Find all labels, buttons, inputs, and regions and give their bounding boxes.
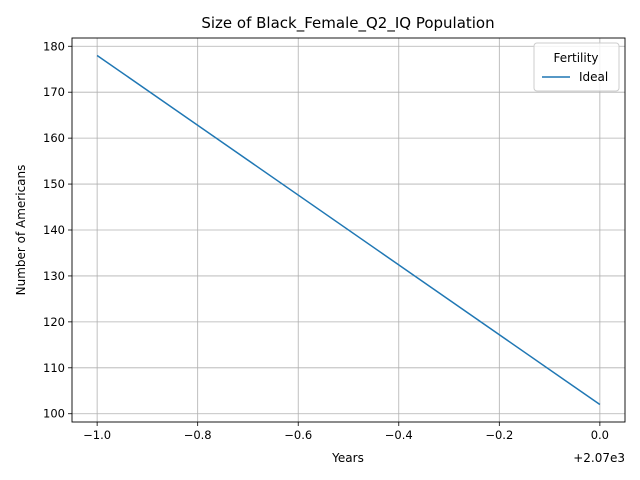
x-tick-label: −0.4 (385, 428, 413, 442)
legend-title: Fertility (553, 51, 598, 65)
x-tick-label: 0.0 (591, 428, 609, 442)
x-axis-label: Years (331, 451, 364, 465)
y-tick-label: 160 (43, 131, 65, 145)
y-tick-label: 180 (43, 39, 65, 53)
x-tick-label: −0.8 (184, 428, 212, 442)
y-axis-label: Number of Americans (14, 165, 28, 296)
y-tick-label: 170 (43, 85, 65, 99)
y-tick-label: 130 (43, 269, 65, 283)
y-tick-label: 140 (43, 223, 65, 237)
y-tick-label: 110 (43, 361, 65, 375)
x-tick-label: −1.0 (83, 428, 111, 442)
x-tick-label: −0.6 (284, 428, 312, 442)
legend-label-ideal: Ideal (579, 70, 608, 84)
y-tick-label: 100 (43, 407, 65, 421)
x-tick-label: −0.2 (485, 428, 513, 442)
y-tick-label: 150 (43, 177, 65, 191)
chart-title: Size of Black_Female_Q2_IQ Population (201, 14, 494, 33)
y-tick-label: 120 (43, 315, 65, 329)
x-axis-offset-label: +2.07e3 (573, 451, 625, 465)
legend: Fertility Ideal (534, 43, 619, 91)
